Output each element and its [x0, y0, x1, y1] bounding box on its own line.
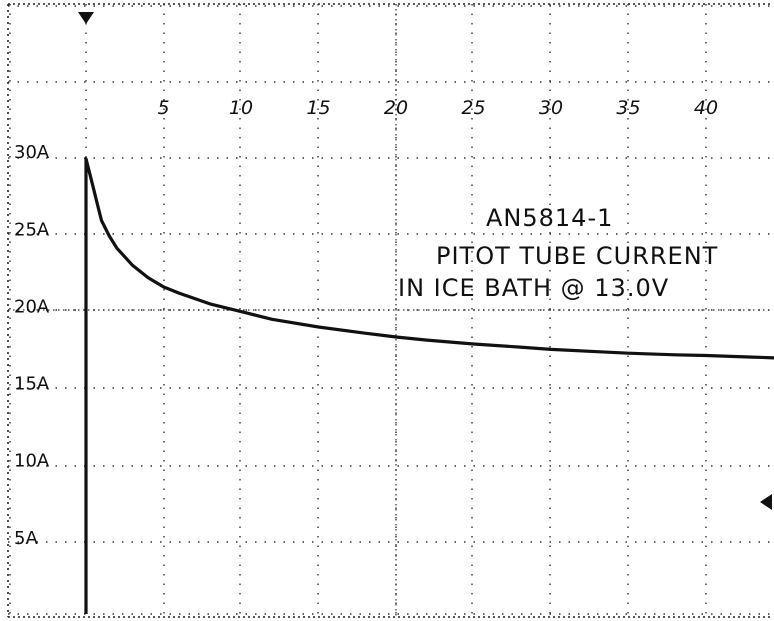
y-tick-label: 10A: [14, 451, 50, 472]
current-trace: [86, 159, 774, 614]
chart-annotation: AN5814-1 PITOT TUBE CURRENT IN ICE BATH …: [398, 204, 718, 302]
x-tick-labels: 5 10 15 20 25 30 35 40: [157, 97, 718, 119]
y-tick-label: 25A: [14, 219, 50, 240]
y-tick-label: 5A: [14, 528, 38, 549]
x-tick-label: 10: [229, 97, 253, 119]
x-tick-label: 35: [616, 97, 640, 119]
annotation-line-2: PITOT TUBE CURRENT: [436, 242, 718, 270]
y-tick-label: 15A: [14, 374, 50, 395]
x-tick-label: 30: [539, 97, 563, 119]
y-tick-label: 20A: [14, 296, 50, 317]
y-tick-label: 30A: [14, 142, 50, 163]
chart-grid: [8, 4, 772, 617]
ground-marker-icon: [760, 494, 772, 510]
annotation-line-1: AN5814-1: [486, 204, 613, 232]
x-tick-label: 25: [461, 97, 485, 119]
trigger-arrow-icon: [78, 12, 94, 24]
x-tick-label: 5: [157, 97, 169, 119]
x-tick-label: 20: [384, 97, 408, 119]
x-tick-label: 40: [694, 97, 718, 119]
x-tick-label: 15: [306, 97, 330, 119]
annotation-line-3: IN ICE BATH @ 13.0V: [398, 274, 669, 302]
y-tick-labels: 30A 25A 20A 15A 10A 5A: [14, 142, 50, 549]
